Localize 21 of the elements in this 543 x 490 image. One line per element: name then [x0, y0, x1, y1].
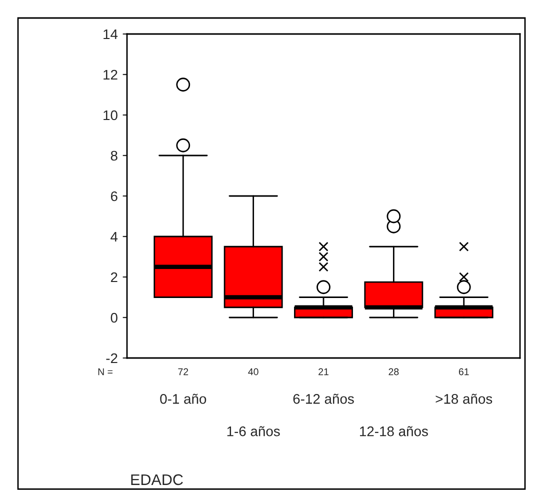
y-tick-label: 10: [104, 110, 118, 120]
text: 28: [388, 368, 399, 376]
x-tick-label: 12-18 años: [360, 426, 428, 436]
y-tick-label: 8: [110, 150, 118, 161]
y-tick-label: 6: [110, 191, 118, 202]
x-tick-label: 1-6 años: [227, 426, 280, 436]
x-tick-label: 0-1 año: [160, 394, 206, 404]
y-tick-label: 2: [110, 272, 118, 282]
text: 72: [178, 368, 188, 376]
y-tick-label: 4: [110, 232, 118, 242]
y-tick-label: -2: [106, 353, 118, 364]
text: 61: [458, 368, 469, 376]
text: N =: [98, 368, 112, 376]
x-tick-label: 6-12 años: [293, 394, 354, 404]
y-tick-label: 0: [110, 312, 118, 323]
y-tick-label: 14: [104, 29, 118, 40]
x-tick-label: >18 años: [436, 394, 492, 404]
text: 21: [318, 368, 328, 376]
text: 40: [248, 368, 258, 376]
x-axis-title: EDADC: [131, 474, 183, 486]
y-tick-label: 12: [104, 70, 118, 80]
